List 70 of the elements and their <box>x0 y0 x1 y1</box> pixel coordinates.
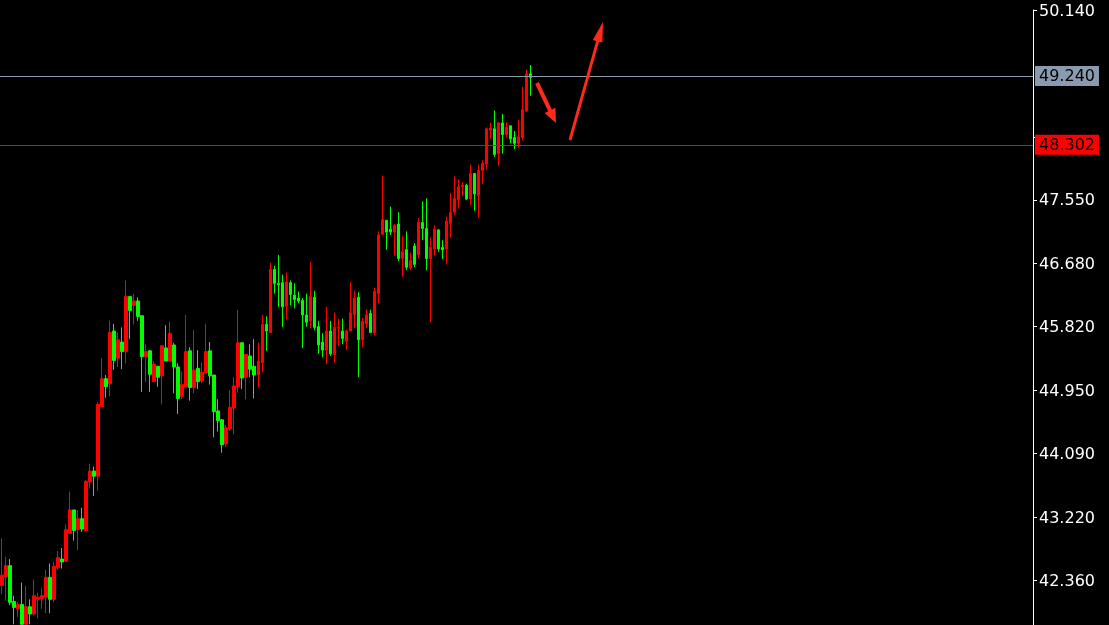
candlestick <box>24 585 28 625</box>
candlestick <box>265 315 268 352</box>
candlestick <box>269 262 272 334</box>
candlestick <box>60 547 64 570</box>
candlestick <box>32 579 36 616</box>
candlestick <box>20 581 24 625</box>
candlestick <box>160 345 164 405</box>
candlestick <box>148 349 152 393</box>
candlestick <box>289 279 292 306</box>
candlestick <box>156 365 160 388</box>
candlestick <box>80 507 84 533</box>
y-tick-label: 43.220 <box>1039 507 1095 527</box>
candlestick <box>473 172 476 212</box>
candlestick <box>132 293 136 325</box>
candlestick <box>477 164 480 218</box>
candlestick <box>341 318 344 345</box>
candlestick <box>240 341 244 390</box>
candlestick <box>44 569 48 614</box>
candlestick <box>501 113 504 155</box>
candlestick <box>413 242 416 268</box>
candlestick <box>417 217 420 259</box>
candlestick <box>393 223 396 257</box>
candlestick <box>425 197 428 271</box>
candlestick <box>505 121 508 139</box>
candlestick <box>124 279 128 364</box>
candlestick <box>325 306 328 365</box>
candlestick <box>409 252 412 271</box>
candlestick <box>465 183 468 201</box>
candlestick <box>144 343 148 383</box>
candlestick <box>333 312 336 364</box>
candlestick <box>188 346 192 402</box>
y-tick-label: 44.950 <box>1039 380 1095 400</box>
candlestick <box>152 360 156 383</box>
candlestick <box>293 282 296 309</box>
y-tick-label: 42.360 <box>1039 570 1095 590</box>
candlestick <box>116 332 120 368</box>
candlestick <box>309 261 312 329</box>
candlestick <box>48 562 52 614</box>
y-tick-label: 44.090 <box>1039 443 1095 463</box>
candlestick <box>120 326 124 370</box>
y-tick-label: 46.680 <box>1039 254 1095 274</box>
candlestick <box>76 509 80 551</box>
candlestick <box>196 349 200 390</box>
candlestick <box>128 296 132 340</box>
candlestick <box>192 329 196 394</box>
candlestick <box>72 509 76 542</box>
candlestick <box>369 309 372 334</box>
candlestick <box>16 601 20 618</box>
candlestick <box>112 323 116 371</box>
candlestick <box>244 353 248 400</box>
candlestick <box>164 324 168 362</box>
y-tick-label: 50.140 <box>1039 0 1095 20</box>
y-tick-label: 47.550 <box>1039 190 1095 210</box>
candlestick <box>405 230 408 271</box>
ref-line-label: 49.240 <box>1039 66 1095 86</box>
candlestick <box>357 291 360 378</box>
candlestick <box>28 598 32 625</box>
candlestick <box>104 374 108 399</box>
candlestick <box>285 271 288 320</box>
ref-line-label: 48.302 <box>1039 135 1095 155</box>
candlestick <box>168 321 172 362</box>
candlestick <box>493 109 496 158</box>
candlestick <box>92 466 96 497</box>
candlestick <box>469 164 472 206</box>
candlestick <box>252 338 256 399</box>
candlestick <box>401 235 404 278</box>
candlestick <box>329 320 332 357</box>
y-tick-label: 45.820 <box>1039 317 1095 337</box>
candlestick <box>397 211 400 262</box>
candlestick <box>108 320 112 397</box>
